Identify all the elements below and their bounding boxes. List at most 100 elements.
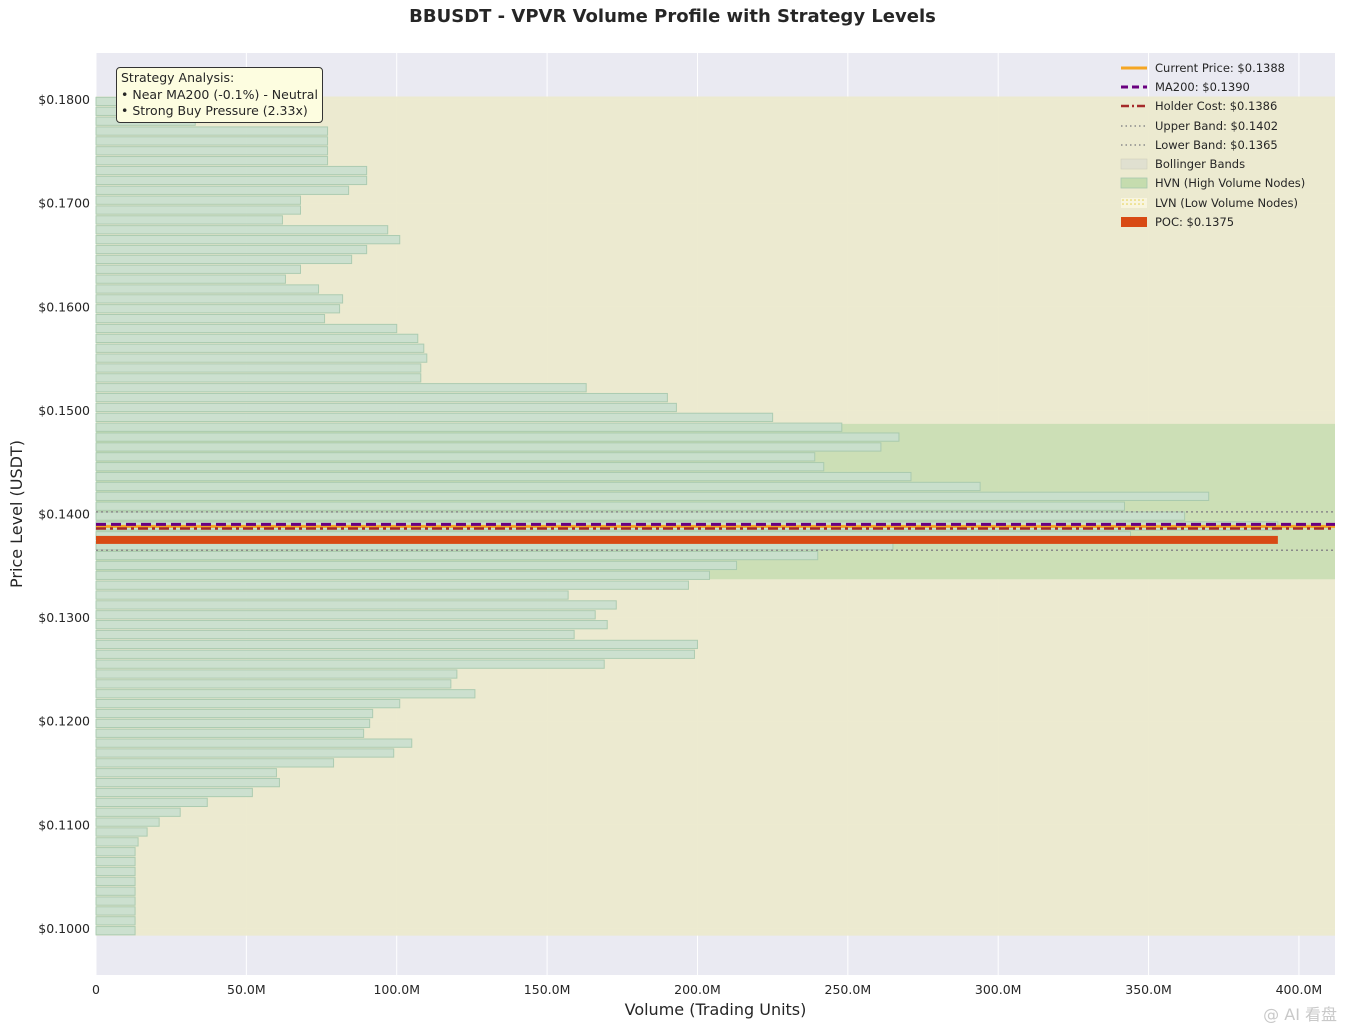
volume-bar [95,689,476,699]
legend-item: HVN (High Volume Nodes) [1119,174,1305,193]
volume-bar [95,136,329,146]
legend-swatch [1121,66,1147,70]
legend-dot [1122,202,1124,205]
legend-label: Current Price: $0.1388 [1155,60,1285,75]
volume-bar [95,412,774,422]
poc-bar [96,535,1278,544]
x-tick-label: 50.0M [227,982,266,997]
legend-swatch [1120,158,1148,170]
volume-bar [95,422,843,432]
volume-bar [95,442,882,452]
volume-bar [95,669,458,679]
legend: Current Price: $0.1388 MA200: $0.1390 Hold… [1119,58,1305,232]
volume-bar [95,304,341,314]
legend-dot [1142,202,1144,205]
volume-bar [95,916,136,926]
volume-bar [95,550,819,561]
legend-swatch [1120,178,1148,189]
strategy-annotation: Strategy Analysis: • Near MA200 (-0.1%) … [116,67,323,123]
volume-bar [95,165,368,176]
legend-item: Current Price: $0.1388 [1119,58,1305,77]
volume-bar [95,452,816,462]
volume-bar [95,886,136,896]
legend-swatch [1121,197,1147,208]
y-tick-label: $0.1800 [38,92,90,107]
annotation-line-2: • Strong Buy Pressure (2.33x) [121,103,308,118]
volume-bar [95,402,677,413]
volume-bar [95,432,900,442]
volume-bar [95,343,425,353]
volume-bar [95,333,419,344]
annotation-line-1: • Near MA200 (-0.1%) - Neutral [121,86,318,102]
volume-bar [95,501,1125,511]
y-axis-label: Price Level (USDT) [7,440,26,588]
volume-bar [95,392,668,403]
volume-bar [95,699,401,709]
volume-bar [95,797,208,807]
volume-bar [95,620,608,630]
legend-patch [1120,178,1148,189]
y-tick-label: $0.1500 [38,403,90,418]
legend-patch [1121,217,1147,228]
volume-bar [95,847,136,857]
volume-bar [95,728,365,738]
volume-bar [95,215,283,225]
legend-dot [1126,202,1128,205]
x-tick-label: 300.0M [975,982,1022,997]
legend-item: Holder Cost: $0.1386 [1119,97,1305,116]
volume-bar [95,235,401,245]
y-tick-label: $0.1200 [38,714,90,729]
legend-label: MA200: $0.1390 [1155,79,1250,94]
volume-bar [95,175,368,186]
volume-bar [95,777,280,788]
volume-bar [95,580,689,590]
volume-bar [95,481,981,492]
volume-bar [95,827,148,837]
volume-bar [95,639,698,650]
x-tick-label: 250.0M [825,982,872,997]
volume-bar [95,274,286,284]
x-tick-label: 150.0M [524,982,571,997]
volume-bar [95,876,136,886]
y-tick-label: $0.1700 [38,196,90,211]
volume-bar [95,195,301,205]
legend-label: Lower Band: $0.1365 [1155,137,1278,152]
y-tick-label: $0.1400 [38,507,90,522]
volume-bar [95,926,136,936]
volume-bar [95,768,277,778]
tick-labels: 0 50.0M 100.0M 150.0M 200.0M 250.0M 300.0M 350.… [38,92,1322,997]
volume-bar [95,126,329,136]
legend-patch [1121,197,1147,208]
volume-bar [95,156,329,166]
volume-bar [95,560,738,571]
legend-item: LVN (Low Volume Nodes) [1119,193,1305,212]
volume-bar [95,383,587,393]
legend-dot [1134,198,1136,201]
volume-bar [95,837,139,847]
volume-bar [95,323,398,334]
legend-dot [1142,198,1144,201]
legend-item: Upper Band: $0.1402 [1119,116,1305,135]
volume-bar [95,896,136,906]
volume-bar [95,511,1186,521]
x-tick-label: 200.0M [674,982,721,997]
legend-dot [1134,202,1136,205]
y-tick-label: $0.1000 [38,921,90,936]
legend-dot [1138,202,1140,205]
volume-bar [95,807,181,817]
volume-bar [95,708,374,719]
volume-bar [95,313,326,324]
legend-label: Holder Cost: $0.1386 [1155,99,1278,114]
volume-bar [95,244,368,255]
x-tick-label: 400.0M [1276,982,1323,997]
volume-bar [95,610,596,620]
volume-bar [95,738,413,748]
volume-bar [95,353,428,363]
volume-bar [95,590,569,600]
volume-bar [95,294,344,304]
volume-bar [95,817,160,827]
volume-bar [95,491,1210,501]
volume-bar [95,758,335,768]
chart-title: BBUSDT - VPVR Volume Profile with Strate… [409,6,936,27]
